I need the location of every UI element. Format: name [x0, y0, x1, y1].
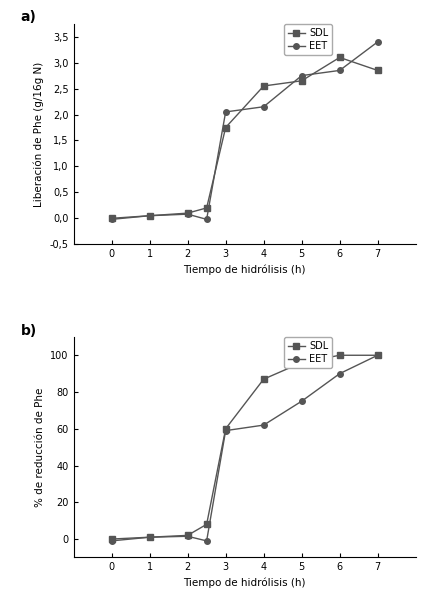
Legend: SDL, EET: SDL, EET	[284, 337, 332, 368]
EET	[261, 103, 266, 110]
Text: a): a)	[21, 11, 36, 24]
SDL	[185, 209, 190, 216]
Y-axis label: Liberación de Phe (g/16g N): Liberación de Phe (g/16g N)	[34, 61, 44, 206]
SDL	[299, 77, 304, 84]
SDL	[375, 67, 380, 74]
EET	[223, 427, 228, 434]
Line: EET: EET	[109, 39, 381, 222]
SDL	[337, 54, 342, 61]
Legend: SDL, EET: SDL, EET	[284, 24, 332, 55]
EET	[204, 537, 209, 544]
Line: SDL: SDL	[109, 352, 381, 542]
Line: EET: EET	[109, 352, 381, 544]
EET	[147, 212, 152, 219]
SDL	[109, 535, 114, 543]
EET	[109, 216, 114, 223]
SDL	[147, 212, 152, 219]
SDL	[375, 352, 380, 359]
SDL	[109, 215, 114, 222]
EET	[337, 67, 342, 74]
EET	[185, 533, 190, 540]
EET	[261, 422, 266, 429]
EET	[337, 370, 342, 377]
EET	[109, 537, 114, 544]
SDL	[261, 82, 266, 90]
Y-axis label: % de reducción de Phe: % de reducción de Phe	[35, 387, 45, 507]
SDL	[147, 534, 152, 541]
X-axis label: Tiempo de hidrólisis (h): Tiempo de hidrólisis (h)	[184, 264, 306, 275]
SDL	[299, 359, 304, 366]
SDL	[223, 425, 228, 432]
EET	[299, 398, 304, 405]
SDL	[337, 352, 342, 359]
EET	[147, 534, 152, 541]
Text: b): b)	[21, 324, 37, 337]
SDL	[223, 124, 228, 131]
Line: SDL: SDL	[109, 55, 381, 221]
X-axis label: Tiempo de hidrólisis (h): Tiempo de hidrólisis (h)	[184, 578, 306, 588]
SDL	[204, 521, 209, 528]
EET	[185, 211, 190, 218]
EET	[223, 109, 228, 116]
EET	[375, 352, 380, 359]
EET	[204, 216, 209, 223]
SDL	[261, 375, 266, 382]
SDL	[185, 532, 190, 539]
SDL	[204, 205, 209, 212]
EET	[375, 39, 380, 46]
EET	[299, 72, 304, 79]
